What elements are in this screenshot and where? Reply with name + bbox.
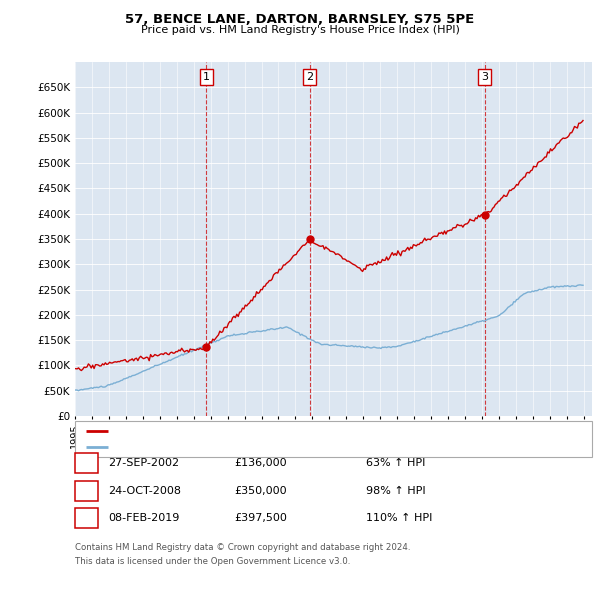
Text: 1: 1	[83, 457, 90, 470]
Text: 24-OCT-2008: 24-OCT-2008	[108, 486, 181, 496]
Text: Contains HM Land Registry data © Crown copyright and database right 2024.: Contains HM Land Registry data © Crown c…	[75, 543, 410, 552]
Text: 1: 1	[203, 72, 210, 82]
Text: £350,000: £350,000	[234, 486, 287, 496]
Text: 57, BENCE LANE, DARTON, BARNSLEY, S75 5PE (detached house): 57, BENCE LANE, DARTON, BARNSLEY, S75 5P…	[112, 425, 439, 435]
Text: £136,000: £136,000	[234, 458, 287, 468]
Text: 2: 2	[83, 484, 90, 497]
Text: 3: 3	[481, 72, 488, 82]
Text: This data is licensed under the Open Government Licence v3.0.: This data is licensed under the Open Gov…	[75, 557, 350, 566]
Text: 110% ↑ HPI: 110% ↑ HPI	[366, 513, 433, 523]
Text: HPI: Average price, detached house, Barnsley: HPI: Average price, detached house, Barn…	[112, 442, 340, 453]
Text: 27-SEP-2002: 27-SEP-2002	[108, 458, 179, 468]
Text: 2: 2	[306, 72, 313, 82]
Text: 08-FEB-2019: 08-FEB-2019	[108, 513, 179, 523]
Text: 57, BENCE LANE, DARTON, BARNSLEY, S75 5PE: 57, BENCE LANE, DARTON, BARNSLEY, S75 5P…	[125, 13, 475, 26]
Text: £397,500: £397,500	[234, 513, 287, 523]
Text: 98% ↑ HPI: 98% ↑ HPI	[366, 486, 425, 496]
Text: 3: 3	[83, 512, 90, 525]
Text: Price paid vs. HM Land Registry's House Price Index (HPI): Price paid vs. HM Land Registry's House …	[140, 25, 460, 35]
Text: 63% ↑ HPI: 63% ↑ HPI	[366, 458, 425, 468]
